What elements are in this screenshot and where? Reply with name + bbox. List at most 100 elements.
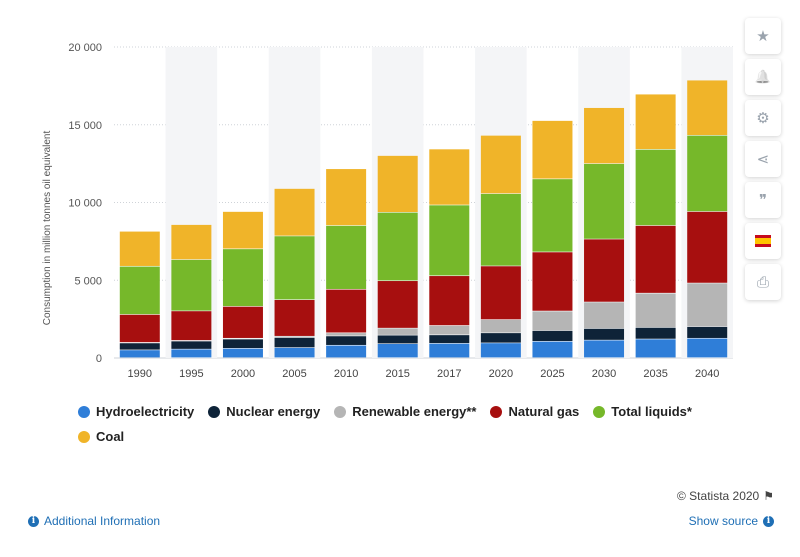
bar-coal-2010: [326, 169, 367, 226]
additional-information-link[interactable]: i Additional Information: [28, 514, 160, 528]
bar-total-liquids-2020: [480, 193, 521, 266]
x-axis-ticks: 1990 1995 2000 2005 2010 2015 2017 2020 2025 2030…: [128, 368, 720, 380]
bar-natural-gas-2040: [687, 211, 728, 283]
bar-hydroelectricity-2015: [377, 344, 418, 358]
credit-text: © Statista 2020: [677, 489, 760, 503]
credit: © Statista 2020 ⚑: [677, 489, 774, 503]
legend-swatch: [78, 430, 90, 443]
bar-total-liquids-2010: [326, 225, 367, 289]
bar-nuclear-energy-2040: [687, 326, 728, 338]
bar-total-liquids-2035: [635, 149, 676, 226]
share-icon[interactable]: ⋖: [745, 141, 781, 177]
bar-coal-2005: [274, 188, 315, 236]
legend-item[interactable]: Natural gas: [490, 404, 579, 419]
bar-coal-2020: [480, 135, 521, 194]
flag-small-icon: ⚑: [763, 489, 774, 503]
flag-icon[interactable]: [745, 223, 781, 259]
bar-total-liquids-1995: [171, 259, 212, 311]
bar-natural-gas-2010: [326, 289, 367, 333]
bar-total-liquids-2015: [377, 212, 418, 281]
legend-label: Total liquids*: [611, 404, 692, 419]
legend-label: Nuclear energy: [226, 404, 321, 419]
bell-icon[interactable]: 🔔: [745, 59, 781, 95]
additional-information-label: Additional Information: [44, 514, 161, 528]
bar-natural-gas-2017: [429, 276, 470, 326]
bar-hydroelectricity-2017: [429, 343, 470, 358]
print-icon[interactable]: ⎙: [745, 264, 781, 300]
x-tick-label: 2020: [489, 368, 513, 380]
bar-renewable-energy-2010: [326, 333, 367, 336]
bar-coal-2017: [429, 149, 470, 205]
legend-item[interactable]: Coal: [78, 429, 124, 444]
legend-label: Hydroelectricity: [96, 404, 195, 419]
bar-nuclear-energy-2035: [635, 327, 676, 339]
gear-icon[interactable]: ⚙: [745, 100, 781, 136]
x-tick-label: 2005: [282, 368, 306, 380]
bar-nuclear-energy-2010: [326, 336, 367, 345]
bar-total-liquids-2000: [222, 249, 263, 307]
bar-renewable-energy-2040: [687, 283, 728, 327]
bar-total-liquids-2030: [584, 163, 625, 239]
quote-icon[interactable]: ❞: [745, 182, 781, 218]
bar-natural-gas-1990: [119, 314, 160, 343]
bar-renewable-energy-2030: [584, 302, 625, 329]
bar-nuclear-energy-2000: [222, 339, 263, 349]
legend-swatch: [334, 405, 347, 418]
show-source-label: Show source: [688, 514, 758, 528]
legend-swatch: [490, 405, 503, 418]
bar-series: [119, 80, 728, 358]
bar-renewable-energy-2020: [480, 319, 521, 333]
bar-coal-1995: [171, 224, 212, 260]
bar-hydroelectricity-2025: [532, 341, 573, 358]
bar-hydroelectricity-2010: [326, 345, 367, 358]
bar-natural-gas-2000: [222, 306, 263, 338]
x-tick-label: 2025: [540, 368, 564, 380]
legend-item[interactable]: Hydroelectricity: [78, 404, 194, 419]
bar-coal-2030: [584, 107, 625, 164]
bar-nuclear-energy-2015: [377, 335, 418, 344]
x-tick-label: 1995: [179, 368, 203, 380]
info-icon: i: [763, 515, 774, 527]
x-tick-label: 2000: [231, 368, 255, 380]
legend-label: Natural gas: [508, 404, 580, 419]
bar-renewable-energy-2035: [635, 293, 676, 328]
legend-item[interactable]: Nuclear energy: [208, 404, 320, 419]
bar-natural-gas-2015: [377, 281, 418, 328]
y-tick-label: 0: [96, 353, 102, 365]
side-toolbar: ★ 🔔 ⚙ ⋖ ❞ ⎙: [745, 18, 781, 305]
x-tick-label: 2015: [385, 368, 409, 380]
bar-hydroelectricity-2020: [480, 343, 521, 358]
y-axis-label: Consumption in million tonnes oil equiva…: [42, 131, 53, 326]
x-tick-label: 1990: [128, 368, 152, 380]
bar-total-liquids-2025: [532, 179, 573, 252]
stacked-bar-chart: 0 5 000 10 000 15 000 20 000 1990 1995 2000 200…: [42, 42, 733, 380]
bar-hydroelectricity-2000: [222, 348, 263, 358]
bar-natural-gas-2020: [480, 266, 521, 320]
bar-natural-gas-2005: [274, 299, 315, 336]
bar-total-liquids-2017: [429, 205, 470, 276]
bar-coal-2025: [532, 120, 573, 179]
bar-total-liquids-1990: [119, 266, 160, 315]
bar-hydroelectricity-1995: [171, 349, 212, 358]
bar-natural-gas-2030: [584, 239, 625, 302]
bar-coal-2035: [635, 94, 676, 150]
bar-renewable-energy-2017: [429, 325, 470, 335]
bar-total-liquids-2005: [274, 236, 315, 300]
bar-hydroelectricity-2005: [274, 347, 315, 358]
bar-nuclear-energy-1995: [171, 341, 212, 349]
y-axis-ticks: 0 5 000 10 000 15 000 20 000: [68, 42, 102, 365]
bar-natural-gas-2035: [635, 225, 676, 293]
info-icon: i: [28, 515, 39, 527]
bar-hydroelectricity-1990: [119, 350, 160, 358]
legend-item[interactable]: Total liquids*: [593, 404, 692, 419]
legend-item[interactable]: Renewable energy**: [334, 404, 476, 419]
bar-nuclear-energy-2025: [532, 330, 573, 342]
bar-renewable-energy-2015: [377, 328, 418, 335]
show-source-link[interactable]: Show source i: [689, 514, 774, 528]
bar-nuclear-energy-2017: [429, 335, 470, 344]
legend-label: Renewable energy**: [352, 404, 477, 419]
bar-coal-2040: [687, 80, 728, 136]
star-icon[interactable]: ★: [745, 18, 781, 54]
bar-coal-1990: [119, 231, 160, 266]
y-tick-label: 15 000: [68, 120, 102, 132]
